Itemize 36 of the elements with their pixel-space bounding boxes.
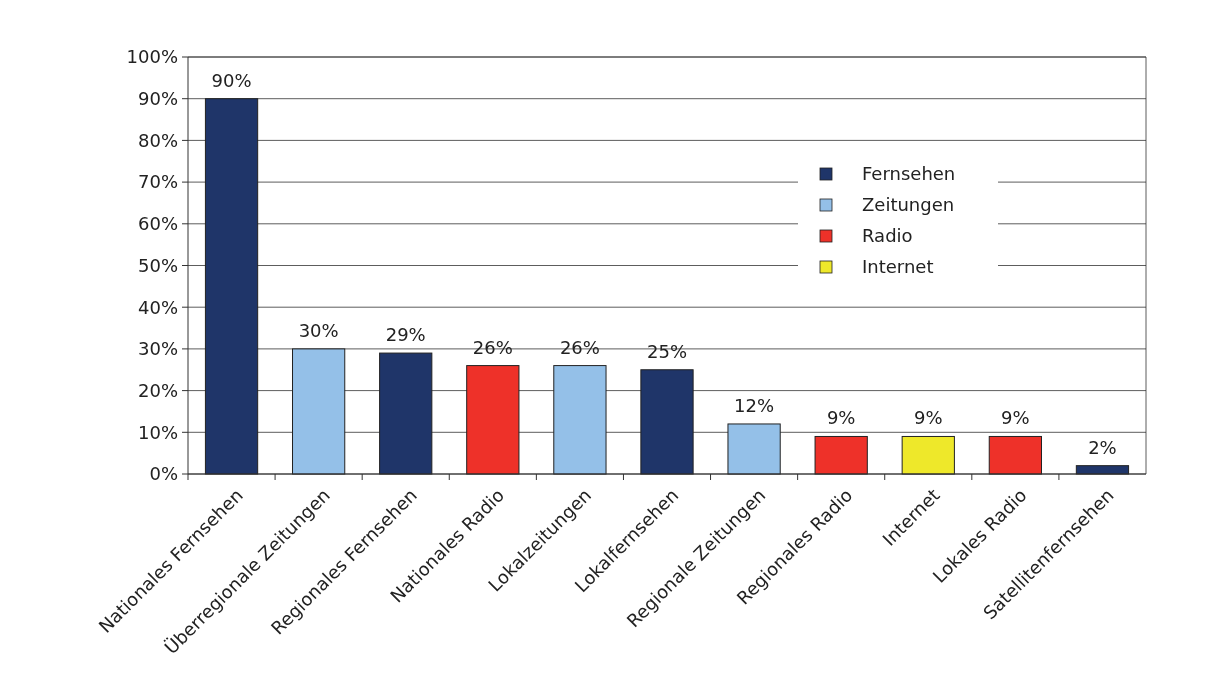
data-label: 90% [211,69,252,91]
y-tick-label: 80% [137,129,178,151]
y-tick-label: 100% [126,46,178,68]
bar [988,435,1042,475]
y-tick-label: 90% [137,88,178,109]
bar [379,352,433,475]
bar [640,369,694,475]
y-tick-label: 30% [137,338,178,360]
y-tick-label: 50% [137,254,178,276]
data-label: 2% [1088,436,1117,458]
bar [204,98,259,475]
data-label: 30% [298,319,339,341]
bar [292,348,346,475]
legend-label: Fernsehen [862,163,956,185]
bar [901,435,955,475]
bar [727,423,781,475]
y-tick-label: 20% [137,379,178,401]
bar [553,365,607,475]
data-label: 26% [472,336,513,358]
legend-label: Zeitungen [862,194,955,216]
data-label: 9% [913,407,943,429]
bar [466,365,520,475]
data-label: 9% [826,407,856,429]
data-label: 25% [646,340,688,362]
y-tick-label: 40% [137,296,178,318]
bar [814,435,868,475]
y-tick-label: 60% [137,213,178,235]
data-label: 9% [1001,407,1030,429]
data-label: 26% [559,336,600,358]
legend-label: Internet [862,256,934,278]
y-tick-label: 0% [149,463,178,485]
data-label: 12% [734,394,775,416]
data-label: 29% [385,324,426,346]
y-tick-label: 70% [137,171,178,193]
y-tick-label: 10% [137,421,178,443]
legend-label: Radio [862,225,913,247]
